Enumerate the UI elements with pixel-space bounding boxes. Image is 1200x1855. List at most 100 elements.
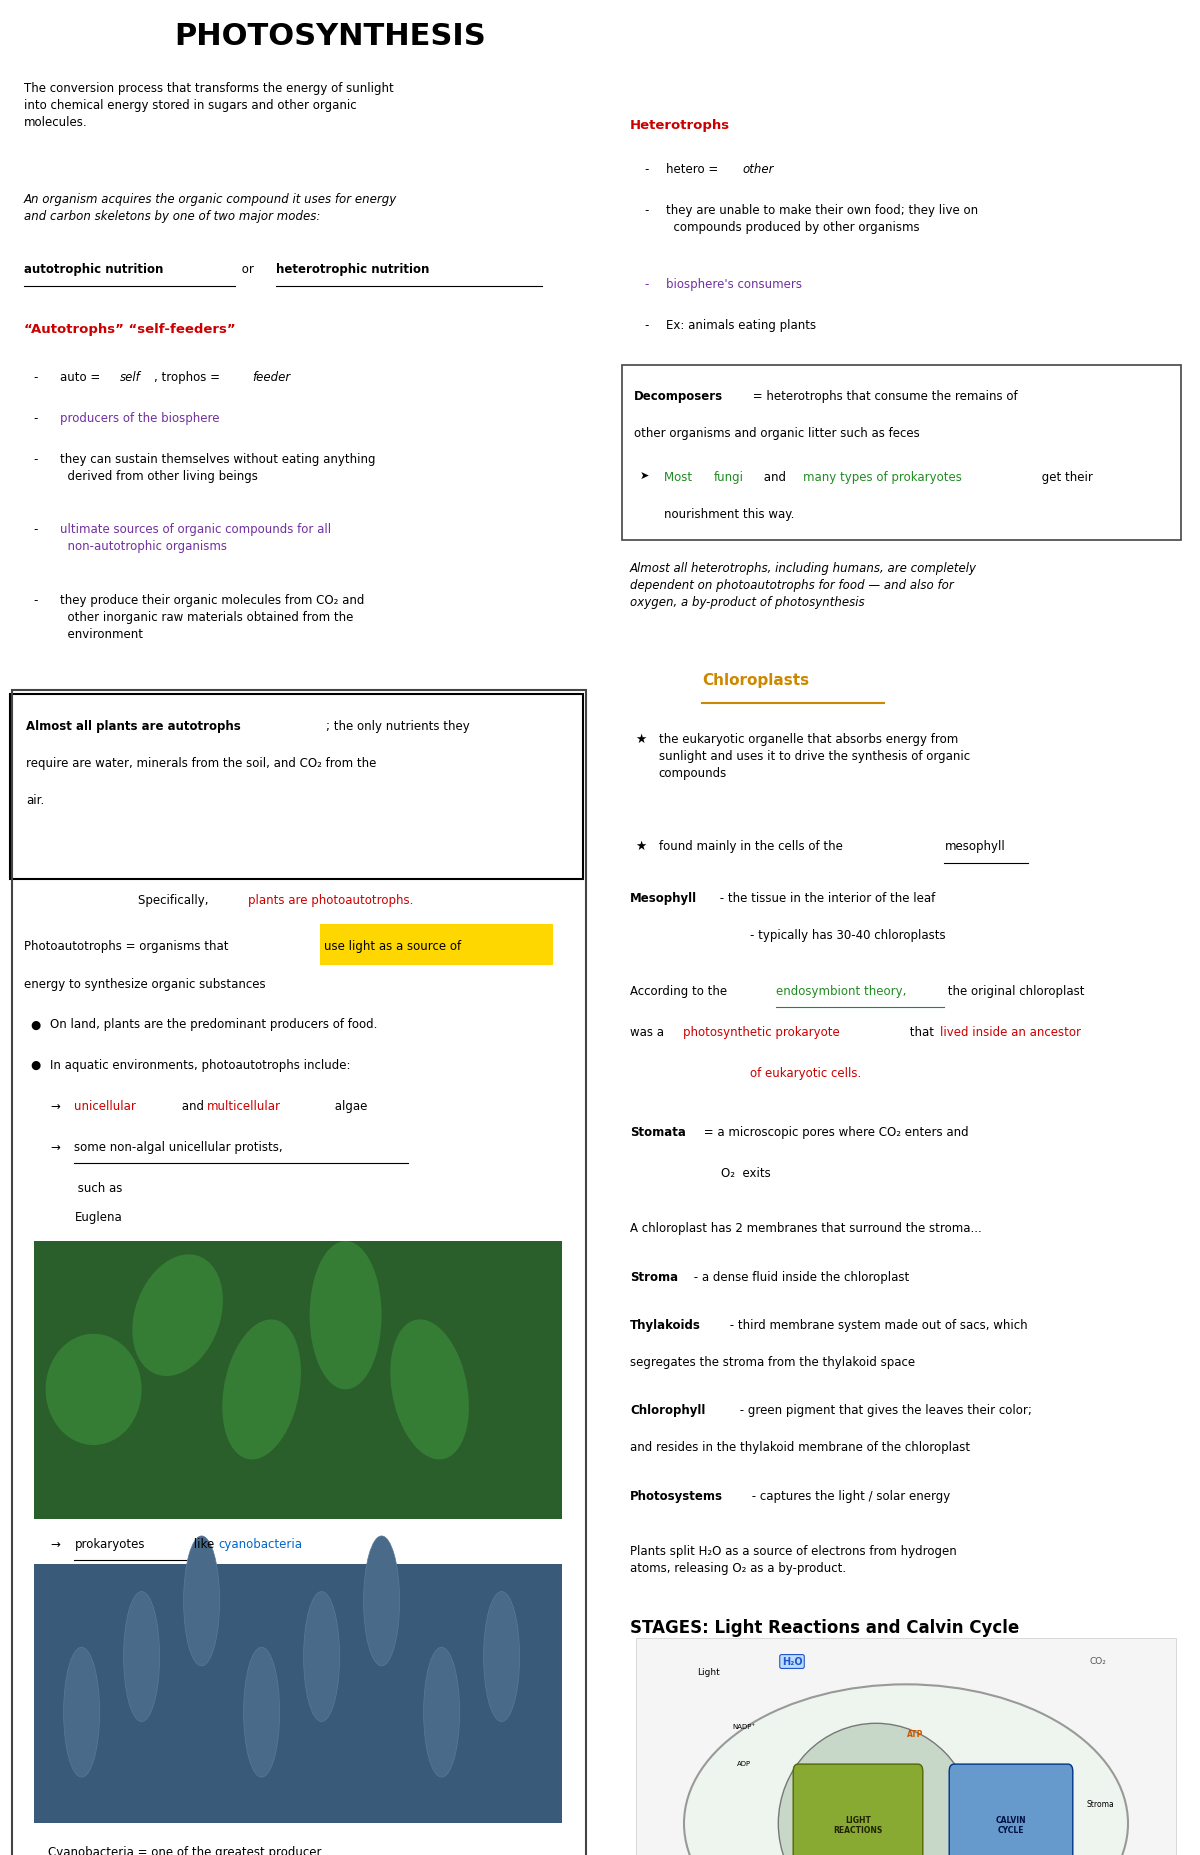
Text: ➤: ➤	[640, 471, 649, 480]
Text: -: -	[644, 163, 649, 176]
Text: -: -	[644, 204, 649, 217]
Text: producers of the biosphere: producers of the biosphere	[60, 412, 220, 425]
Text: they can sustain themselves without eating anything
  derived from other living : they can sustain themselves without eati…	[60, 453, 376, 482]
Text: ●: ●	[30, 1059, 41, 1072]
Text: such as: such as	[74, 1182, 122, 1195]
Text: PHOTOSYNTHESIS: PHOTOSYNTHESIS	[174, 22, 486, 52]
Text: CO₂: CO₂	[1090, 1657, 1106, 1666]
Text: - captures the light / solar energy: - captures the light / solar energy	[748, 1490, 950, 1503]
Text: endosymbiont theory,: endosymbiont theory,	[776, 985, 907, 998]
Text: Chlorophyll: Chlorophyll	[630, 1404, 706, 1417]
FancyBboxPatch shape	[793, 1764, 923, 1855]
Ellipse shape	[46, 1334, 142, 1445]
FancyBboxPatch shape	[34, 1564, 562, 1823]
Text: Light: Light	[697, 1668, 719, 1677]
Text: NADP⁺: NADP⁺	[732, 1723, 756, 1731]
Text: photosynthetic prokaryote: photosynthetic prokaryote	[683, 1026, 840, 1039]
Text: -: -	[644, 319, 649, 332]
Text: Almost all heterotrophs, including humans, are completely
dependent on photoauto: Almost all heterotrophs, including human…	[630, 562, 977, 608]
FancyBboxPatch shape	[949, 1764, 1073, 1855]
Text: and: and	[760, 471, 790, 484]
Ellipse shape	[184, 1536, 220, 1666]
Text: algae: algae	[331, 1100, 367, 1113]
Text: found mainly in the cells of the: found mainly in the cells of the	[659, 840, 846, 853]
Text: mesophyll: mesophyll	[944, 840, 1006, 853]
Text: the eukaryotic organelle that absorbs energy from
sunlight and uses it to drive : the eukaryotic organelle that absorbs en…	[659, 733, 970, 779]
FancyBboxPatch shape	[622, 365, 1181, 540]
Text: Specifically,: Specifically,	[138, 894, 212, 907]
Text: nourishment this way.: nourishment this way.	[664, 508, 794, 521]
Text: feeder: feeder	[252, 371, 290, 384]
Text: -: -	[644, 278, 649, 291]
Text: they are unable to make their own food; they live on
  compounds produced by oth: they are unable to make their own food; …	[666, 204, 978, 234]
Ellipse shape	[304, 1592, 340, 1721]
Text: air.: air.	[26, 794, 44, 807]
Text: ultimate sources of organic compounds for all
  non-autotrophic organisms: ultimate sources of organic compounds fo…	[60, 523, 331, 553]
Text: Photosystems: Photosystems	[630, 1490, 722, 1503]
Text: ●: ●	[30, 1018, 41, 1031]
Text: multicellular: multicellular	[206, 1100, 281, 1113]
Ellipse shape	[64, 1647, 100, 1777]
Text: , trophos =: , trophos =	[154, 371, 223, 384]
FancyBboxPatch shape	[10, 694, 583, 879]
Text: and: and	[178, 1100, 208, 1113]
Text: lived inside an ancestor: lived inside an ancestor	[940, 1026, 1080, 1039]
Text: →: →	[50, 1100, 60, 1113]
Text: prokaryotes: prokaryotes	[74, 1538, 145, 1551]
Text: self: self	[120, 371, 140, 384]
Text: ATP: ATP	[907, 1731, 924, 1738]
Text: Most: Most	[664, 471, 696, 484]
Text: some non-algal unicellular protists,: some non-algal unicellular protists,	[74, 1141, 283, 1154]
Text: Chloroplasts: Chloroplasts	[702, 673, 809, 688]
Text: Stroma: Stroma	[1086, 1801, 1115, 1809]
Text: An organism acquires the organic compound it uses for energy
and carbon skeleton: An organism acquires the organic compoun…	[24, 193, 397, 223]
Text: A chloroplast has 2 membranes that surround the stroma...: A chloroplast has 2 membranes that surro…	[630, 1222, 982, 1235]
Text: H₂O: H₂O	[781, 1657, 803, 1666]
Text: Plants split H₂O as a source of electrons from hydrogen
atoms, releasing O₂ as a: Plants split H₂O as a source of electron…	[630, 1545, 956, 1575]
Text: Mesophyll: Mesophyll	[630, 892, 697, 905]
Text: →: →	[50, 1538, 60, 1551]
Text: -: -	[34, 412, 38, 425]
Text: Ex: animals eating plants: Ex: animals eating plants	[666, 319, 816, 332]
Text: heterotrophic nutrition: heterotrophic nutrition	[276, 263, 430, 276]
Text: or: or	[238, 263, 257, 276]
Text: -: -	[34, 523, 38, 536]
Text: use light as a source of: use light as a source of	[324, 940, 461, 953]
Text: According to the: According to the	[630, 985, 731, 998]
FancyBboxPatch shape	[320, 924, 553, 965]
Ellipse shape	[390, 1319, 469, 1460]
Text: -: -	[34, 453, 38, 466]
Text: ADP: ADP	[737, 1760, 751, 1768]
Text: Stomata: Stomata	[630, 1126, 686, 1139]
Text: the original chloroplast: the original chloroplast	[944, 985, 1085, 998]
Ellipse shape	[310, 1241, 382, 1389]
Text: In aquatic environments, photoautotrophs include:: In aquatic environments, photoautotrophs…	[50, 1059, 350, 1072]
Ellipse shape	[222, 1319, 301, 1460]
Text: ★: ★	[635, 733, 646, 746]
Text: - a dense fluid inside the chloroplast: - a dense fluid inside the chloroplast	[690, 1271, 910, 1284]
Text: get their: get their	[1038, 471, 1093, 484]
Text: Almost all plants are autotrophs: Almost all plants are autotrophs	[26, 720, 241, 733]
Text: require are water, minerals from the soil, and CO₂ from the: require are water, minerals from the soi…	[26, 757, 377, 770]
Text: ★: ★	[635, 840, 646, 853]
Text: that: that	[906, 1026, 937, 1039]
Text: -: -	[34, 594, 38, 607]
Text: Euglena: Euglena	[74, 1211, 122, 1224]
Text: auto =: auto =	[60, 371, 104, 384]
Text: many types of prokaryotes: many types of prokaryotes	[803, 471, 961, 484]
Ellipse shape	[244, 1647, 280, 1777]
Text: - green pigment that gives the leaves their color;: - green pigment that gives the leaves th…	[736, 1404, 1032, 1417]
Text: Stroma: Stroma	[630, 1271, 678, 1284]
Text: - typically has 30-40 chloroplasts: - typically has 30-40 chloroplasts	[750, 929, 946, 942]
Text: other organisms and organic litter such as feces: other organisms and organic litter such …	[634, 427, 919, 440]
Text: they produce their organic molecules from CO₂ and
  other inorganic raw material: they produce their organic molecules fro…	[60, 594, 365, 640]
Text: ; the only nutrients they: ; the only nutrients they	[326, 720, 470, 733]
Text: hetero =: hetero =	[666, 163, 722, 176]
Text: Decomposers: Decomposers	[634, 390, 722, 403]
Text: Photoautotrophs = organisms that: Photoautotrophs = organisms that	[24, 940, 233, 953]
Text: was a: was a	[630, 1026, 667, 1039]
Text: LIGHT
REACTIONS: LIGHT REACTIONS	[833, 1816, 883, 1835]
Text: and resides in the thylakoid membrane of the chloroplast: and resides in the thylakoid membrane of…	[630, 1441, 970, 1454]
Text: Heterotrophs: Heterotrophs	[630, 119, 730, 132]
Text: unicellular: unicellular	[74, 1100, 137, 1113]
